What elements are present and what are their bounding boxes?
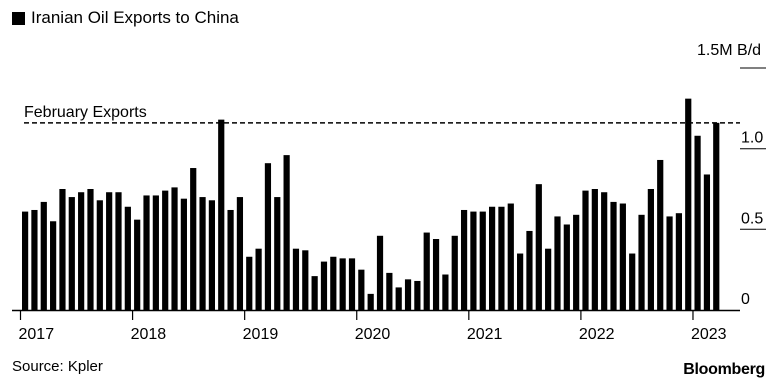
x-tick-label: 2022: [579, 326, 615, 343]
bar: [432, 239, 440, 310]
bar: [386, 272, 393, 310]
bar: [199, 197, 206, 310]
bar: [162, 190, 169, 310]
bar: [666, 216, 673, 310]
bar: [124, 206, 131, 310]
bar: [171, 187, 178, 310]
bar: [292, 248, 300, 310]
bar: [460, 209, 468, 310]
bar: [404, 279, 412, 310]
bar: [414, 280, 421, 310]
bar: [59, 189, 66, 310]
bar: [115, 192, 122, 310]
bar: [143, 195, 150, 310]
bar: [395, 287, 402, 310]
bar: [106, 192, 113, 310]
bar: [264, 163, 272, 310]
bar: [582, 190, 589, 310]
bar: [339, 258, 346, 310]
x-tick-label: 2017: [19, 326, 55, 343]
bar: [50, 221, 57, 310]
x-tick-label: 2018: [131, 326, 167, 343]
bar: [311, 276, 318, 310]
bar: [274, 197, 281, 310]
bar: [451, 235, 458, 310]
bar: [442, 274, 449, 310]
bar: [498, 206, 505, 310]
bar: [302, 250, 309, 310]
bar: [507, 203, 514, 310]
bar: [470, 211, 477, 310]
bar: [629, 253, 636, 310]
bar: [31, 209, 38, 310]
bar: [367, 293, 374, 310]
bar: [703, 174, 711, 310]
bar: [358, 269, 365, 310]
bar: [526, 230, 533, 310]
x-tick-label: 2019: [243, 326, 279, 343]
bar: [647, 189, 654, 310]
bar: [610, 201, 617, 310]
bar: [675, 213, 682, 310]
bar: [713, 122, 720, 310]
bar: [68, 197, 75, 310]
bar: [545, 248, 552, 310]
bar: [152, 195, 159, 310]
y-tick-label: 1.0: [741, 130, 763, 147]
chart-legend: Iranian Oil Exports to China: [12, 8, 239, 28]
bar: [517, 253, 524, 310]
bar: [283, 155, 290, 310]
bar: [573, 214, 580, 310]
bar: [694, 135, 701, 310]
bar: [601, 192, 608, 310]
bar: [348, 258, 356, 310]
bar: [657, 159, 664, 310]
y-tick-label: 0: [741, 291, 750, 308]
y-tick-label: 0.5: [741, 210, 763, 227]
bar: [87, 189, 94, 310]
bar: [190, 168, 197, 310]
bar: [330, 256, 337, 310]
bar: [376, 235, 384, 310]
bar: [40, 201, 47, 310]
bar: [554, 216, 561, 310]
x-tick-label: 2020: [355, 326, 391, 343]
bar: [685, 98, 692, 311]
bar: [227, 209, 234, 310]
bar: [218, 119, 225, 310]
bar: [208, 200, 215, 310]
bar: [489, 206, 496, 310]
bar: [591, 189, 598, 310]
x-tick-label: 2023: [691, 326, 727, 343]
bar: [638, 214, 645, 310]
reference-line-label: February Exports: [24, 104, 147, 121]
bar: [563, 224, 570, 310]
legend-swatch: [12, 11, 25, 25]
bar: [423, 232, 430, 310]
bar: [22, 211, 29, 310]
bar: [134, 219, 141, 310]
bar: [479, 211, 486, 310]
bar: [78, 192, 85, 310]
bar: [619, 203, 626, 310]
bar: [255, 248, 262, 310]
bar: [236, 197, 244, 310]
bar: [535, 184, 542, 310]
bar: [180, 198, 187, 310]
brand-logo: Bloomberg: [683, 361, 765, 378]
source-note: Source: Kpler: [12, 358, 103, 375]
chart-title: Iranian Oil Exports to China: [31, 8, 239, 27]
bar: [96, 200, 103, 310]
bar: [246, 256, 253, 310]
unit-label: 1.5M B/d: [697, 42, 761, 59]
x-tick-label: 2021: [467, 326, 503, 343]
bar: [320, 261, 328, 310]
